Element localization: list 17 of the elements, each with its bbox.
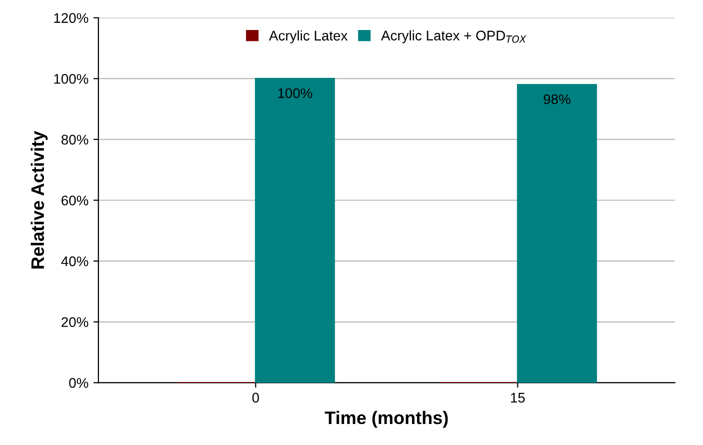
y-tick-label: 0% bbox=[69, 378, 88, 388]
data-label: 98% bbox=[544, 94, 570, 104]
y-tick-label: 100% bbox=[54, 74, 88, 84]
y-tick-label: 80% bbox=[62, 134, 88, 145]
legend-label: Acrylic Latex + OPD$_{TOX}$ bbox=[381, 30, 526, 44]
y-tick-label: 40% bbox=[61, 256, 88, 266]
legend-label: Acrylic Latex bbox=[268, 30, 348, 44]
bar bbox=[516, 84, 597, 383]
y-tick-label: 20% bbox=[62, 317, 88, 328]
x-axis-title: Time (months) bbox=[324, 410, 448, 428]
bar bbox=[254, 78, 335, 383]
y-axis-title: Relative Activity bbox=[30, 130, 48, 268]
data-label: 100% bbox=[278, 88, 312, 98]
x-tick-label: 15 bbox=[511, 392, 525, 403]
y-tick-label: 60% bbox=[62, 196, 88, 206]
x-tick-label: 0 bbox=[252, 392, 259, 403]
y-tick-label: 120% bbox=[54, 13, 88, 23]
